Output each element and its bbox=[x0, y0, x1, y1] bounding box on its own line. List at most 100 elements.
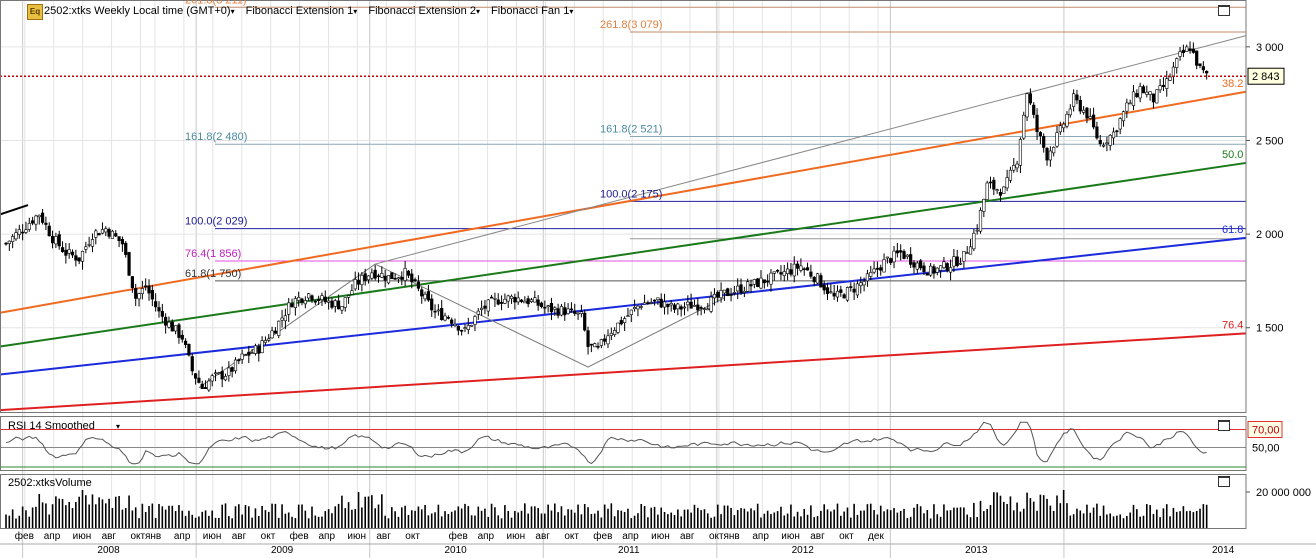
candle-body bbox=[1065, 113, 1069, 127]
candle-body bbox=[922, 265, 926, 272]
candle-body bbox=[57, 234, 61, 247]
dropdown-arrow-icon[interactable]: ▾ bbox=[230, 7, 235, 16]
maximize-rsi-pane-icon[interactable] bbox=[1218, 420, 1230, 431]
candle-body bbox=[955, 256, 959, 266]
candle-body bbox=[1045, 147, 1049, 161]
equity-icon[interactable]: Eq bbox=[27, 4, 43, 20]
candle-body bbox=[17, 229, 21, 235]
candle-body bbox=[752, 279, 756, 285]
candle-body bbox=[450, 319, 454, 324]
candle-body bbox=[942, 261, 946, 268]
candle-body bbox=[383, 275, 387, 281]
fib-fan-line bbox=[0, 236, 1247, 376]
candle-body bbox=[1008, 169, 1013, 181]
candle-body bbox=[819, 275, 823, 288]
candle-body bbox=[356, 279, 361, 285]
month-tick-label: фев bbox=[290, 530, 309, 542]
candle-body bbox=[360, 274, 364, 286]
dropdown-arrow-icon[interactable]: ▾ bbox=[353, 7, 358, 16]
candle-body bbox=[227, 367, 231, 376]
candle-body bbox=[749, 284, 753, 287]
candle-body bbox=[769, 272, 773, 285]
candle-body bbox=[872, 268, 876, 273]
candle-body bbox=[905, 254, 909, 258]
candle-body bbox=[167, 321, 171, 328]
candle-body bbox=[1085, 107, 1089, 119]
study-fib-ext-1[interactable]: Fibonacci Extension 1 bbox=[245, 5, 354, 17]
candle-body bbox=[739, 284, 743, 294]
candle-body bbox=[563, 307, 567, 316]
candle-body bbox=[766, 280, 770, 283]
year-tick-label: 2010 bbox=[445, 545, 468, 556]
rsi-70-label: 70,00 bbox=[1252, 425, 1280, 437]
candle-body bbox=[77, 257, 81, 262]
candle-body bbox=[1121, 111, 1126, 122]
chart-title[interactable]: 2502:xtks Weekly Local time (GMT+0) bbox=[44, 5, 231, 17]
candle-body bbox=[170, 321, 174, 332]
candle-body bbox=[676, 303, 680, 310]
candle-body bbox=[988, 181, 993, 184]
chart-header: 2502:xtks Weekly Local time (GMT+0)▾ Fib… bbox=[44, 3, 583, 19]
candle-body bbox=[842, 294, 846, 299]
candle-body bbox=[686, 301, 690, 306]
candle-body bbox=[1055, 132, 1059, 147]
candle-body bbox=[722, 289, 727, 294]
candle-body bbox=[696, 304, 700, 311]
candle-body bbox=[776, 270, 780, 272]
candle-body bbox=[945, 263, 949, 272]
fib-ext-1-label: 261.8(3 211) bbox=[185, 0, 247, 6]
dropdown-arrow-icon[interactable]: ▾ bbox=[569, 7, 574, 16]
candle-body bbox=[549, 302, 554, 313]
candle-body bbox=[150, 290, 154, 300]
candle-body bbox=[440, 308, 444, 321]
candle-body bbox=[107, 229, 111, 237]
candle-body bbox=[503, 298, 507, 304]
candle-body bbox=[779, 272, 783, 275]
candle-body bbox=[862, 281, 866, 286]
candle-body bbox=[726, 288, 730, 297]
candle-body bbox=[543, 306, 547, 309]
candle-body bbox=[1052, 147, 1056, 154]
candle-body bbox=[1015, 163, 1019, 169]
candle-body bbox=[666, 303, 670, 308]
candle-body bbox=[879, 267, 883, 271]
fib-ext-1-label: 61.8(1 750) bbox=[185, 268, 241, 280]
month-tick-label: апр bbox=[752, 531, 769, 542]
candle-body bbox=[539, 302, 544, 308]
candle-body bbox=[124, 242, 128, 255]
candle-body bbox=[895, 250, 899, 254]
dropdown-arrow-icon[interactable]: ▾ bbox=[475, 7, 480, 16]
candle-body bbox=[40, 212, 45, 223]
candle-body bbox=[802, 268, 806, 270]
candle-body bbox=[346, 295, 351, 298]
candle-body bbox=[64, 249, 68, 256]
candle-body bbox=[882, 259, 886, 273]
study-fib-ext-2[interactable]: Fibonacci Extension 2 bbox=[368, 5, 476, 17]
candle-body bbox=[553, 307, 557, 310]
maximize-main-pane-icon[interactable] bbox=[1218, 5, 1230, 16]
candle-body bbox=[699, 307, 703, 309]
rsi-title: RSI 14 Smoothed bbox=[8, 420, 95, 432]
candle-body bbox=[1005, 177, 1009, 189]
candle-body bbox=[70, 251, 75, 256]
candle-body bbox=[340, 306, 344, 311]
candle-body bbox=[403, 268, 407, 281]
candle-body bbox=[323, 296, 327, 303]
candle-body bbox=[177, 324, 181, 338]
candle-body bbox=[1178, 51, 1182, 57]
candle-body bbox=[287, 302, 291, 315]
maximize-volume-pane-icon[interactable] bbox=[1218, 476, 1230, 487]
candle-body bbox=[336, 300, 341, 310]
candle-body bbox=[436, 309, 440, 312]
candle-body bbox=[243, 354, 248, 356]
candle-body bbox=[1171, 66, 1176, 77]
study-fib-fan-1[interactable]: Fibonacci Fan 1 bbox=[491, 5, 570, 17]
candle-body bbox=[609, 332, 613, 336]
candle-body bbox=[333, 300, 337, 307]
candle-body bbox=[373, 269, 377, 279]
candle-body bbox=[1062, 123, 1066, 129]
candle-body bbox=[519, 299, 524, 302]
candle-body bbox=[396, 277, 401, 280]
month-tick-label: окт bbox=[261, 531, 276, 542]
candle-body bbox=[100, 229, 105, 234]
